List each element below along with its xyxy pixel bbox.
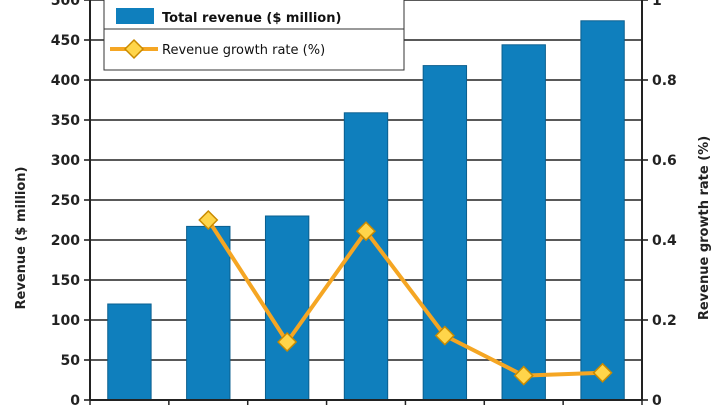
left-tick-label: 0 (70, 393, 80, 405)
left-tick-label: 250 (51, 193, 80, 209)
right-tick-label: 0.8 (652, 73, 677, 89)
revenue-bar (107, 303, 152, 401)
left-tick-label: 200 (51, 233, 80, 249)
left-tick-label: 150 (51, 273, 80, 289)
revenue-bar (422, 65, 468, 401)
revenue-bar (264, 215, 310, 401)
legend-bar-label: Total revenue ($ million) (162, 11, 341, 26)
legend-diamond-marker (123, 38, 145, 60)
growth-point (513, 365, 534, 386)
revenue-bar (186, 225, 231, 401)
right-tick-label: 1 (652, 0, 662, 9)
right-axis-ticks: 0 0.2 0.4 0.6 0.8 1 (652, 0, 677, 405)
left-axis-ticks: 0 50 100 150 200 250 300 350 400 450 500 (51, 0, 80, 405)
left-axis-title: Revenue ($ million) (14, 167, 29, 310)
axes (84, 0, 648, 405)
left-tick-label: 500 (51, 0, 80, 9)
revenue-bar (580, 20, 625, 401)
growth-point (277, 331, 298, 353)
growth-point (198, 209, 219, 231)
right-axis-title: Revenue growth rate (%) (697, 136, 712, 320)
growth-point (355, 221, 377, 242)
growth-line (198, 209, 613, 386)
right-tick-label: 0.4 (652, 233, 677, 249)
revenue-bar (501, 44, 546, 401)
left-tick-label: 450 (51, 33, 80, 49)
right-tick-label: 0.6 (652, 153, 677, 169)
right-tick-label: 0.2 (652, 313, 677, 329)
legend: Total revenue ($ million) Revenue growth… (103, 0, 405, 71)
legend-bar-swatch (116, 8, 154, 24)
growth-point (592, 362, 613, 383)
revenue-bar (343, 112, 389, 401)
right-tick-label: 0 (652, 393, 662, 405)
legend-line-label: Revenue growth rate (%) (162, 43, 325, 58)
left-tick-label: 100 (51, 313, 80, 329)
left-tick-label: 50 (61, 353, 81, 369)
growth-point (434, 325, 455, 346)
left-tick-label: 350 (51, 113, 80, 129)
left-tick-label: 400 (51, 73, 80, 89)
revenue-bars (107, 20, 625, 401)
left-tick-label: 300 (51, 153, 80, 169)
growth-polyline (206, 218, 603, 378)
